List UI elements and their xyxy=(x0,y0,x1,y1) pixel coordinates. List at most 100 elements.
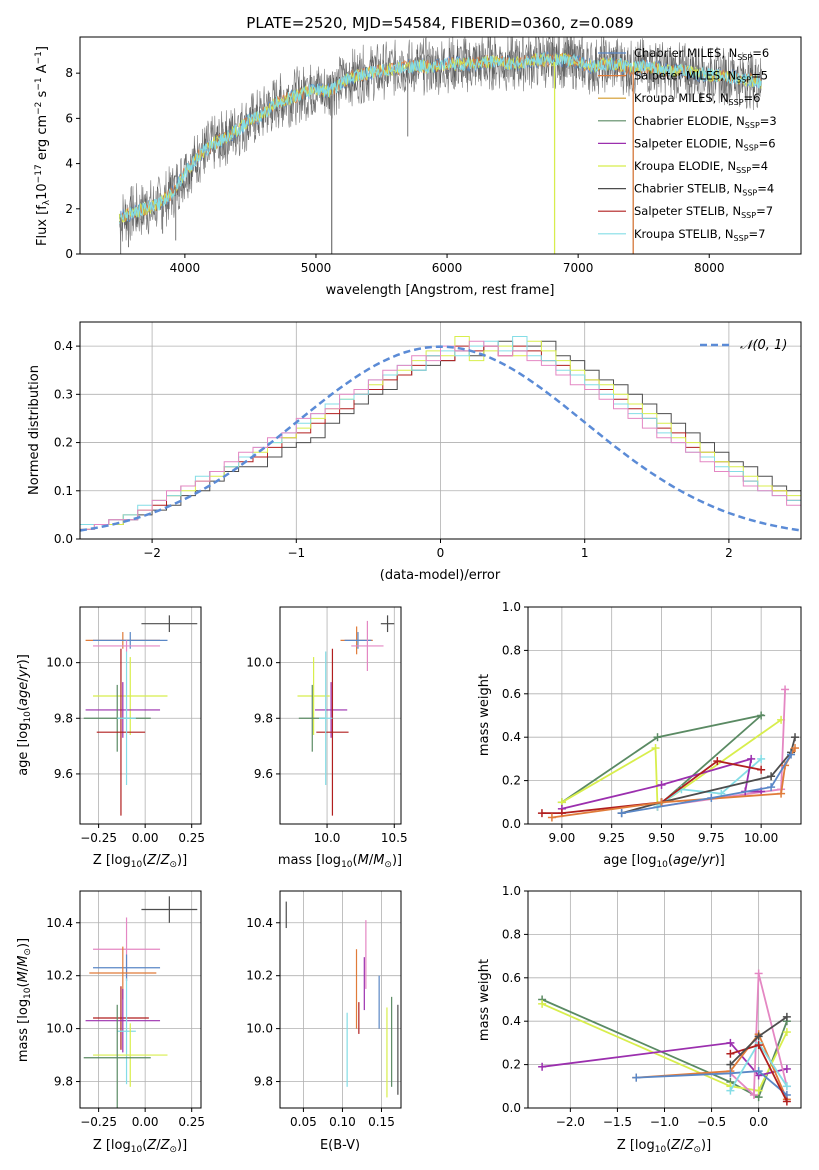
x-tick-label: 0.15 xyxy=(368,1115,395,1129)
error-bar-point xyxy=(314,682,348,738)
x-tick-label: 1 xyxy=(581,546,589,560)
x-tick-label: −1 xyxy=(287,546,305,560)
y-tick-label: 2 xyxy=(65,202,73,216)
error-bar-point xyxy=(83,1004,151,1108)
age-massweight-xlabel: age [log10(age/yr)] xyxy=(603,853,725,870)
error-bar-point xyxy=(93,640,161,652)
mass-weight-marker xyxy=(726,1086,735,1095)
mass-weight-marker xyxy=(757,711,766,720)
mass-weight-line xyxy=(541,1002,788,1092)
y-tick-label: 0.4 xyxy=(502,1014,521,1028)
mass-weight-marker xyxy=(707,793,716,802)
histogram-series xyxy=(80,336,801,539)
histogram-series xyxy=(80,340,801,539)
y-tick-label: 0.3 xyxy=(54,387,73,401)
y-tick-label: 9.8 xyxy=(254,711,273,725)
z-massweight-ylabel: mass weight xyxy=(477,959,492,1041)
error-bar-point xyxy=(318,651,333,786)
z-age-xlabel: Z [log10(Z/Z⊙)] xyxy=(93,853,187,870)
error-bar-point xyxy=(141,615,198,633)
mass-weight-marker xyxy=(617,809,626,818)
mass-weight-marker xyxy=(653,733,662,742)
x-tick-label: −0.5 xyxy=(697,1115,726,1129)
x-tick-label: 10.0 xyxy=(314,831,341,845)
residuals-frame xyxy=(79,321,802,540)
x-tick-label: 0.00 xyxy=(132,1115,159,1129)
age-massweight-panel: 9.00 9.25 9.50 9.75 10.000.00.20.40.60.81.0 … xyxy=(477,600,802,870)
mass-weight-marker xyxy=(651,744,660,753)
error-bar-point xyxy=(93,657,168,735)
mass-weight-marker xyxy=(782,1082,791,1091)
mass-weight-line xyxy=(636,1032,788,1100)
mass-weight-marker xyxy=(757,765,766,774)
y-tick-label: 0.8 xyxy=(502,643,521,657)
mass-weight-marker xyxy=(782,1028,791,1037)
error-bar-point xyxy=(351,620,384,671)
error-bar-point xyxy=(85,988,161,1053)
y-tick-label: 4 xyxy=(65,157,73,171)
mass-weight-marker xyxy=(757,754,766,763)
z-age-ylabel: age [log10(age/yr)] xyxy=(16,654,33,776)
legend-entry: Kroupa MILES, NSSP=6 xyxy=(634,91,760,107)
y-tick-label: 0.6 xyxy=(502,971,521,985)
mass-weight-marker xyxy=(537,809,546,818)
x-tick-label: 4000 xyxy=(170,261,201,275)
x-tick-label: 0.0 xyxy=(749,1115,768,1129)
mass-weight-marker xyxy=(726,1038,735,1047)
y-tick-label: 6 xyxy=(65,111,73,125)
histogram-series xyxy=(80,336,801,539)
error-bar-point xyxy=(93,1023,168,1087)
mass-weight-line xyxy=(561,719,782,809)
z-mass-panel: −0.25 0.00 0.25 9.8 10.0 10.2 10.4 Z [log10(Z/… xyxy=(16,890,205,1155)
y-tick-label: 0.4 xyxy=(54,339,73,353)
error-bar-point xyxy=(117,651,136,786)
mass-weight-marker xyxy=(632,1073,641,1082)
y-tick-label: 10.0 xyxy=(46,656,73,670)
error-bar-point xyxy=(297,657,330,735)
mass-weight-marker xyxy=(657,780,666,789)
error-bar-point xyxy=(96,648,146,816)
error-bar-point xyxy=(93,954,161,981)
mass-weight-line xyxy=(621,754,792,814)
mass-weight-marker xyxy=(726,1069,735,1078)
spectrum-frame xyxy=(79,36,802,255)
x-tick-label: 2 xyxy=(725,546,733,560)
z-massweight-xlabel: Z [log10(Z/Z⊙)] xyxy=(617,1138,711,1155)
error-bar-point xyxy=(380,615,395,633)
legend-entry: Kroupa ELODIE, NSSP=4 xyxy=(634,159,768,175)
legend-entry: Chabrier ELODIE, NSSP=3 xyxy=(634,114,777,130)
mass-weight-marker xyxy=(547,813,556,822)
y-tick-label: 1.0 xyxy=(502,600,521,614)
z-massweight-panel: −2.0 −1.5 −1.0 −0.5 0.0 0.0 0.2 0.4 0.6 0.8 1.0 Z … xyxy=(477,884,802,1155)
mass-weight-marker xyxy=(782,1097,791,1106)
error-bar-point xyxy=(93,986,149,1050)
histogram-series xyxy=(80,340,801,539)
spectrum-panel: PLATE=2520, MJD=54584, FIBERID=0360, z=0… xyxy=(34,14,802,298)
y-tick-label: 9.6 xyxy=(54,767,73,781)
residuals-legend: 𝒩(0, 1) xyxy=(700,338,787,353)
x-tick-label: 5000 xyxy=(301,261,332,275)
age-massweight-ylabel: mass weight xyxy=(477,674,492,756)
mass-weight-marker xyxy=(726,1060,735,1069)
y-tick-label: 0.2 xyxy=(502,1058,521,1072)
error-bar-point xyxy=(141,896,198,923)
mass-weight-marker xyxy=(538,999,547,1008)
mass-weight-marker xyxy=(791,744,800,753)
y-tick-label: 9.8 xyxy=(54,1075,73,1089)
y-tick-label: 0.8 xyxy=(502,927,521,941)
residuals-xlabel: (data-model)/error xyxy=(380,568,501,583)
mass-weight-marker xyxy=(767,772,776,781)
mass-weight-marker xyxy=(754,1067,763,1076)
mass-weight-marker xyxy=(787,750,796,759)
x-tick-label: 0.00 xyxy=(132,831,159,845)
ebv-mass-xlabel: E(B-V) xyxy=(320,1138,360,1153)
y-tick-label: 0.0 xyxy=(54,532,73,546)
spectrum-title: PLATE=2520, MJD=54584, FIBERID=0360, z=0… xyxy=(246,14,633,32)
mass-weight-marker xyxy=(754,1041,763,1050)
x-tick-label: 9.00 xyxy=(549,831,576,845)
spectrum-ylabel: Flux [fλ10−17 erg cm−2 s−1 A−1] xyxy=(34,46,52,246)
x-tick-label: 10.5 xyxy=(381,831,408,845)
y-tick-label: 0.0 xyxy=(502,1101,521,1115)
normal-curve-legend-label: 𝒩(0, 1) xyxy=(740,338,787,353)
